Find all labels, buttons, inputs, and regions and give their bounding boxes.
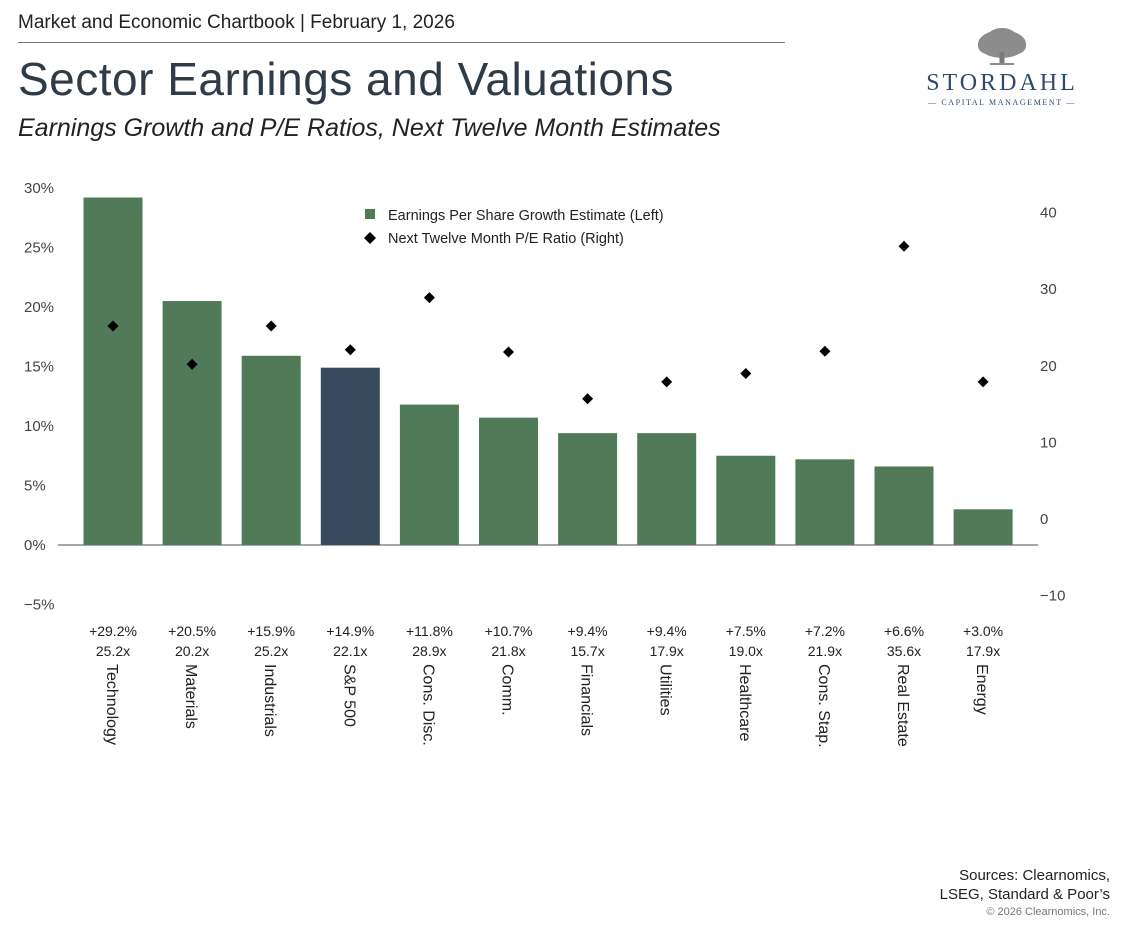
pe-marker bbox=[107, 320, 119, 332]
pe-value-label: 17.9x bbox=[966, 643, 1000, 659]
eps-bar bbox=[637, 433, 697, 545]
sources-line-1: Sources: Clearnomics, bbox=[959, 867, 1110, 884]
pe-value-label: 25.2x bbox=[254, 643, 288, 659]
right-axis-tick-label: 30 bbox=[1040, 281, 1057, 298]
pe-marker bbox=[898, 240, 910, 252]
left-axis-tick-label: 0% bbox=[24, 537, 46, 554]
chartbook-header: Market and Economic Chartbook | February… bbox=[18, 12, 455, 33]
company-logo: STORDAHL — CAPITAL MANAGEMENT — bbox=[912, 26, 1092, 110]
sources-line-2: LSEG, Standard & Poor’s bbox=[939, 886, 1110, 903]
eps-bar bbox=[83, 197, 143, 545]
eps-value-label: +10.7% bbox=[485, 623, 533, 639]
category-label: Energy bbox=[973, 664, 990, 715]
eps-value-label: +9.4% bbox=[647, 623, 687, 639]
right-axis-tick-label: 0 bbox=[1040, 511, 1048, 528]
page-subtitle: Earnings Growth and P/E Ratios, Next Twe… bbox=[18, 114, 721, 142]
eps-value-label: +3.0% bbox=[963, 623, 1003, 639]
eps-value-label: +6.6% bbox=[884, 623, 924, 639]
tree-icon bbox=[978, 28, 1026, 65]
left-axis-tick-label: 5% bbox=[24, 478, 46, 495]
eps-bar bbox=[874, 466, 934, 545]
pe-value-label: 17.9x bbox=[650, 643, 684, 659]
pe-value-label: 21.8x bbox=[491, 643, 525, 659]
eps-bar bbox=[241, 355, 301, 545]
legend-bar-swatch bbox=[365, 209, 375, 219]
eps-bar bbox=[795, 459, 855, 545]
pe-marker bbox=[186, 358, 198, 370]
logo-tagline: — CAPITAL MANAGEMENT — bbox=[928, 98, 1076, 107]
pe-value-label: 22.1x bbox=[333, 643, 367, 659]
category-label: Utilities bbox=[657, 664, 674, 716]
pe-marker bbox=[344, 344, 356, 356]
left-axis-tick-label: 20% bbox=[24, 299, 54, 316]
eps-bar bbox=[716, 455, 776, 545]
pe-marker bbox=[661, 376, 673, 388]
left-axis-tick-label: −5% bbox=[24, 597, 54, 614]
right-axis-tick-label: 40 bbox=[1040, 205, 1057, 222]
pe-marker bbox=[819, 345, 831, 357]
legend-eps-label: Earnings Per Share Growth Estimate (Left… bbox=[388, 208, 664, 224]
pe-marker bbox=[503, 346, 514, 358]
category-label: Technology bbox=[103, 664, 120, 745]
legend-diamond-swatch bbox=[364, 232, 376, 244]
pe-marker bbox=[977, 376, 989, 388]
right-axis-tick-label: 20 bbox=[1040, 358, 1057, 375]
logo-wordmark: STORDAHL bbox=[926, 70, 1078, 96]
category-label: S&P 500 bbox=[340, 664, 357, 727]
eps-bar bbox=[320, 367, 380, 545]
pe-value-label: 15.7x bbox=[570, 643, 604, 659]
right-axis-tick-label: 10 bbox=[1040, 434, 1057, 451]
sources-note: Sources: Clearnomics, LSEG, Standard & P… bbox=[940, 866, 1110, 904]
category-label: Financials bbox=[578, 664, 595, 736]
eps-bar bbox=[399, 404, 459, 545]
eps-value-label: +29.2% bbox=[89, 623, 137, 639]
eps-value-label: +7.2% bbox=[805, 623, 845, 639]
pe-marker bbox=[423, 292, 435, 304]
category-label: Cons. Disc. bbox=[419, 664, 436, 746]
eps-bar bbox=[953, 509, 1013, 545]
category-label: Comm. bbox=[499, 664, 516, 716]
category-label: Cons. Stap. bbox=[815, 664, 832, 748]
pe-value-label: 35.6x bbox=[887, 643, 921, 659]
sector-chart: −5% 0% 5% 10% 15% 20% 25% 30% −10 0 10 20 30 40 Earni… bbox=[24, 180, 1065, 748]
pe-marker bbox=[740, 367, 752, 379]
pe-value-label: 25.2x bbox=[96, 643, 130, 659]
category-label: Materials bbox=[182, 664, 199, 729]
pe-value-label: 19.0x bbox=[729, 643, 763, 659]
eps-value-label: +11.8% bbox=[406, 623, 453, 639]
copyright-note: © 2026 Clearnomics, Inc. bbox=[986, 906, 1110, 918]
left-axis-tick-label: 30% bbox=[24, 180, 54, 197]
pe-value-label: 21.9x bbox=[808, 643, 842, 659]
eps-value-label: +20.5% bbox=[168, 623, 216, 639]
left-axis-tick-label: 10% bbox=[24, 418, 54, 435]
legend-pe-label: Next Twelve Month P/E Ratio (Right) bbox=[388, 231, 624, 247]
pe-marker bbox=[265, 320, 277, 332]
left-axis-tick-label: 25% bbox=[24, 240, 54, 257]
category-label: Healthcare bbox=[736, 664, 753, 741]
category-label: Real Estate bbox=[894, 664, 911, 747]
pe-value-label: 28.9x bbox=[412, 643, 446, 659]
eps-value-label: +15.9% bbox=[247, 623, 295, 639]
page-title: Sector Earnings and Valuations bbox=[18, 53, 674, 105]
category-label: Industrials bbox=[261, 664, 278, 737]
eps-bar bbox=[162, 301, 222, 545]
eps-value-label: +9.4% bbox=[568, 623, 608, 639]
pe-value-label: 20.2x bbox=[175, 643, 209, 659]
header-divider bbox=[18, 42, 785, 43]
pe-marker bbox=[582, 393, 594, 405]
eps-bar bbox=[479, 417, 538, 545]
eps-value-label: +7.5% bbox=[726, 623, 766, 639]
right-axis-tick-label: −10 bbox=[1040, 588, 1065, 605]
eps-bar bbox=[558, 433, 618, 545]
left-axis-tick-label: 15% bbox=[24, 359, 54, 376]
eps-value-label: +14.9% bbox=[326, 623, 374, 639]
